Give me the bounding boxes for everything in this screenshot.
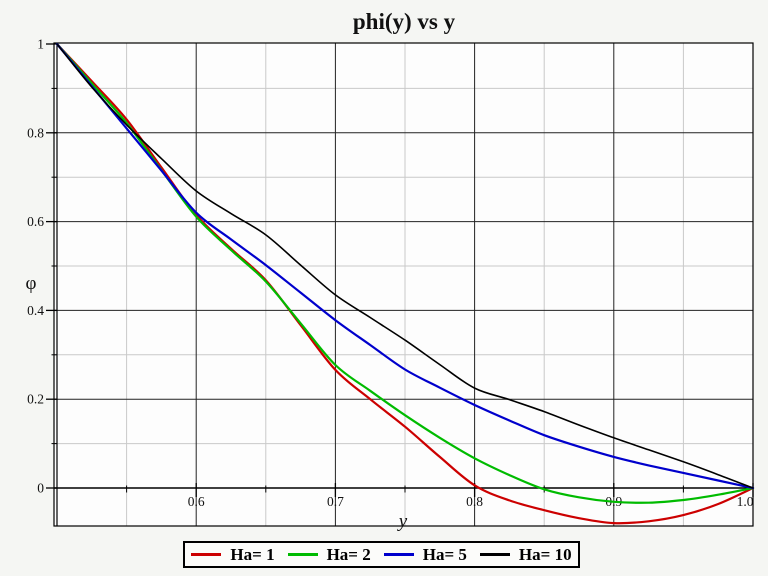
y-tick-label-0.6: 0.6 bbox=[27, 214, 44, 229]
legend-label: Ha= 2 bbox=[326, 545, 371, 564]
legend-line-icon bbox=[287, 553, 318, 556]
x-tick-label-0.7: 0.7 bbox=[327, 494, 344, 509]
chart-title: phi(y) vs y bbox=[353, 9, 456, 34]
legend-item-ha=10: Ha= 10 bbox=[479, 545, 572, 564]
legend-item-ha=2: Ha= 2 bbox=[287, 545, 371, 564]
x-tick-label-0.8: 0.8 bbox=[466, 494, 483, 509]
x-tick-label-0.6: 0.6 bbox=[188, 494, 205, 509]
y-axis-label: φ bbox=[26, 273, 37, 294]
legend-line-icon bbox=[191, 553, 222, 556]
legend-item-ha=5: Ha= 5 bbox=[383, 545, 467, 564]
legend: Ha= 1 Ha= 2 Ha= 5 Ha= 10 bbox=[183, 541, 580, 568]
legend-label: Ha= 1 bbox=[230, 545, 275, 564]
legend-line-icon bbox=[479, 553, 510, 556]
legend-label: Ha= 10 bbox=[518, 545, 572, 564]
legend-label: Ha= 5 bbox=[422, 545, 467, 564]
y-tick-label-1: 1 bbox=[37, 37, 44, 52]
x-tick-label-1.0: 1.0 bbox=[737, 494, 754, 509]
y-tick-label-0: 0 bbox=[37, 481, 44, 496]
curve-ha=10 bbox=[56, 43, 754, 489]
legend-item-ha=1: Ha= 1 bbox=[191, 545, 275, 564]
y-tick-label-0.8: 0.8 bbox=[27, 125, 44, 140]
x-axis-label: y bbox=[397, 511, 408, 532]
y-tick-label-0.2: 0.2 bbox=[27, 392, 44, 407]
plot-generated-layer: 0.6 0.7 0.8 0.9 1.000.20.40.60.81 bbox=[27, 37, 755, 527]
legend-line-icon bbox=[383, 553, 414, 556]
y-tick-label-0.4: 0.4 bbox=[27, 303, 44, 318]
curve-ha=5 bbox=[55, 42, 755, 490]
